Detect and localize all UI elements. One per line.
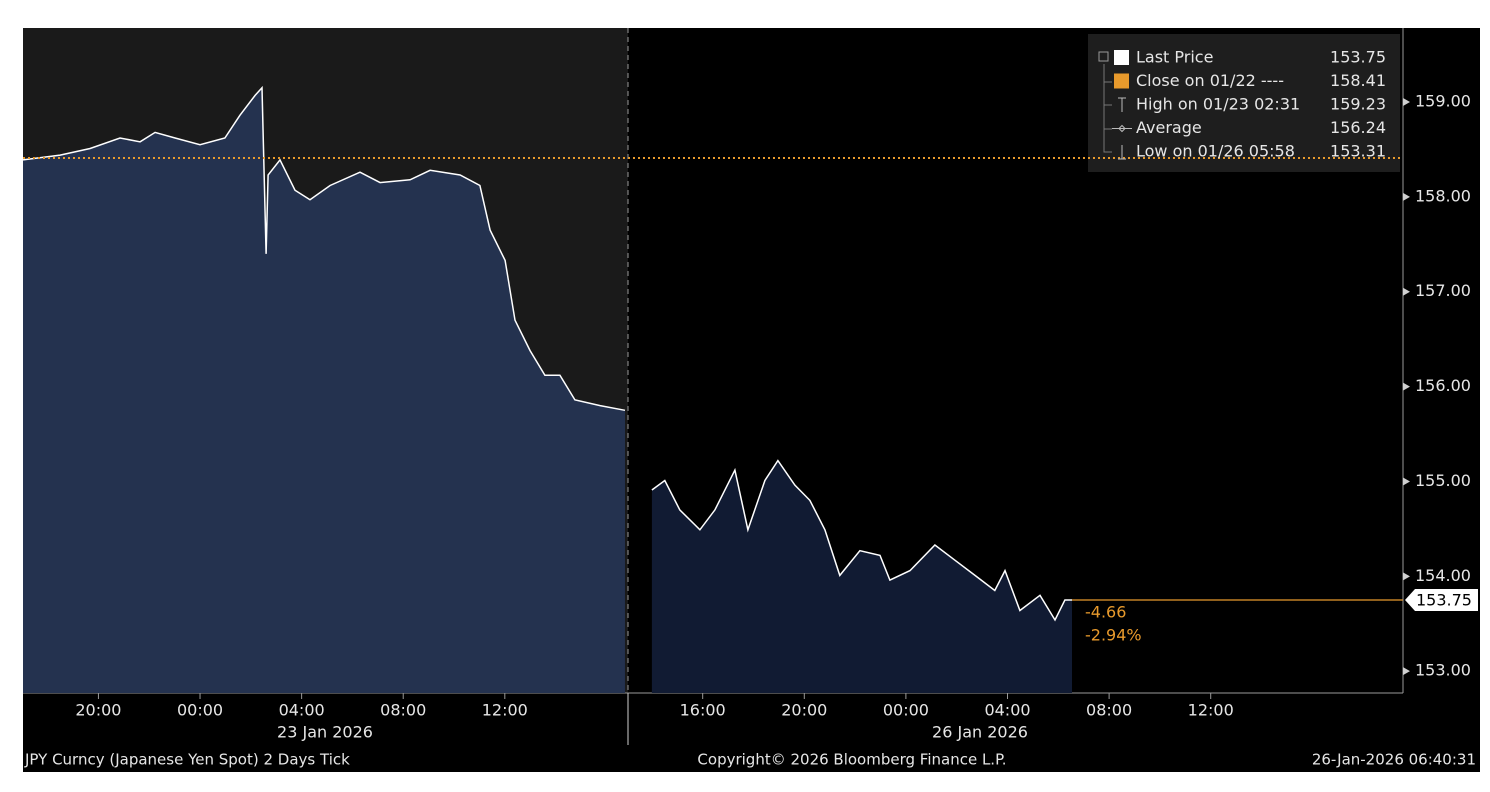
x-tick-label: 20:00 [781,701,827,720]
x-tick-label: 08:00 [1086,701,1132,720]
legend-icon [1118,97,1126,112]
y-tick [1403,477,1410,486]
legend-box [1088,34,1400,172]
x-tick-label: 04:00 [984,701,1030,720]
date-label: 26 Jan 2026 [932,723,1028,742]
last-price-tag [1405,589,1478,612]
legend-label: High on 01/23 02:31 [1136,95,1300,114]
y-tick [1403,287,1410,296]
price-line [651,459,1072,622]
legend-value: 159.23 [1330,95,1386,114]
y-tick-label: 157.00 [1415,281,1471,300]
legend-icon [1118,145,1126,160]
x-tick-label: 16:00 [680,701,726,720]
last-price-tag-label: 153.75 [1416,591,1472,610]
legend-collapse [1098,51,1109,62]
legend-swatch [1114,50,1129,65]
area [651,460,1073,693]
y-tick [1403,382,1410,391]
x-tick-label: 12:00 [1188,701,1234,720]
legend-value: 156.24 [1330,118,1386,137]
change-pct-annotation: -2.94% [1085,626,1142,645]
y-tick-label: 156.00 [1415,376,1471,395]
footer-center: Copyright© 2026 Bloomberg Finance L.P. [697,751,1006,769]
legend-value: 153.75 [1330,48,1386,67]
y-tick [1403,192,1410,201]
y-tick-label: 155.00 [1415,471,1471,490]
y-tick-label: 154.00 [1415,566,1471,585]
x-tick-label: 08:00 [380,701,426,720]
x-tick-label: 20:00 [75,701,121,720]
y-tick-label: 159.00 [1415,91,1471,110]
legend-label: Average [1136,118,1202,137]
legend-label: Low on 01/26 05:58 [1136,142,1295,161]
legend-label: Last Price [1136,48,1213,67]
legend-value: 158.41 [1330,71,1386,90]
x-tick-label: 00:00 [177,701,223,720]
legend-value: 153.31 [1330,142,1386,161]
legend-swatch [1114,73,1129,89]
y-tick [1403,97,1410,106]
price-line [22,85,626,412]
date-label: 23 Jan 2026 [277,723,373,742]
x-tick-label: 04:00 [279,701,325,720]
area [23,87,625,694]
y-tick-label: 153.00 [1415,661,1471,680]
change-annotation: -4.66 [1085,603,1126,622]
x-tick-label: 12:00 [482,701,528,720]
y-tick [1403,572,1410,581]
legend-icon [1112,124,1132,133]
y-tick [1403,667,1410,676]
y-tick-label: 158.00 [1415,186,1471,205]
x-tick-label: 00:00 [883,701,929,720]
footer-right: 26-Jan-2026 06:40:31 [1312,751,1476,769]
legend-label: Close on 01/22 ---- [1136,71,1284,90]
legend-tree [1103,64,1112,153]
footer-left: JPY Curncy (Japanese Yen Spot) 2 Days Ti… [24,751,350,769]
